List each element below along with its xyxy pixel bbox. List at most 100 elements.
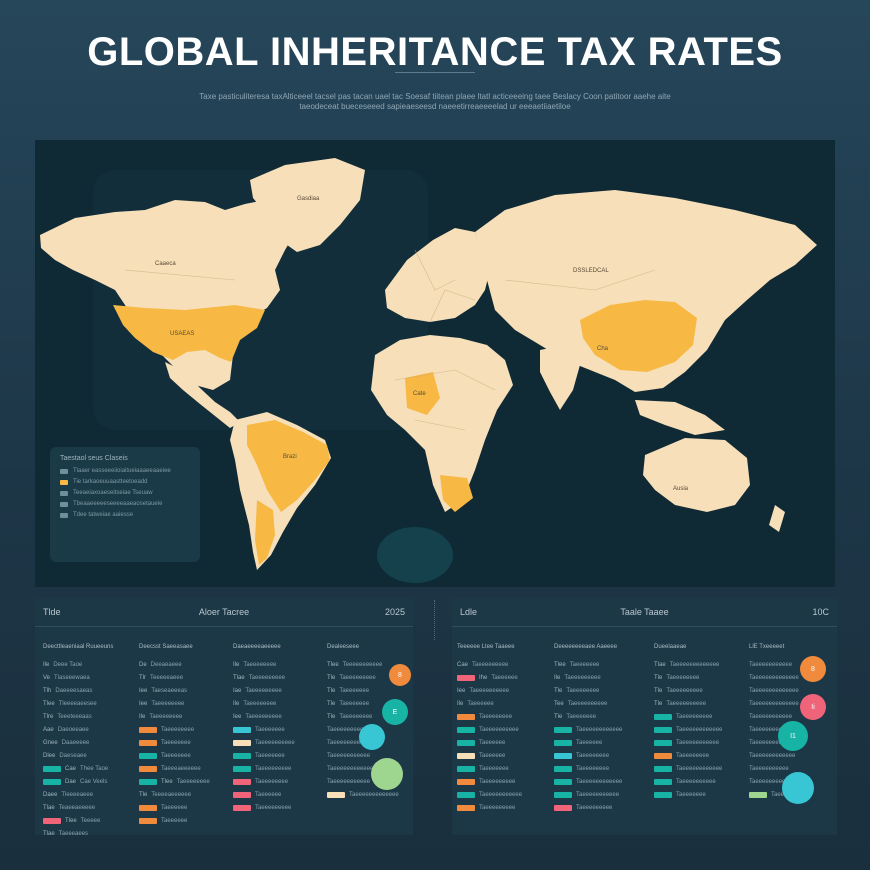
table-row: Taeeeeee (139, 801, 210, 814)
table-row: Tlr Teeeeeaeee (139, 671, 210, 684)
row-label: Taeeeeeeeeeeeee (669, 661, 720, 668)
table-row: Taeeeeeeeee (233, 762, 295, 775)
new-zealand-landmass (769, 505, 785, 532)
rate-swatch (233, 726, 251, 733)
title-underline (395, 72, 475, 73)
table-row: Taeeeeee (554, 736, 622, 749)
row-label: Taeeeeeeee (243, 700, 277, 707)
row-code: Tlae (233, 674, 245, 681)
row-label: Taeeeeee (255, 791, 282, 798)
row-label: Taeeeeeeeeee (469, 687, 510, 694)
rate-swatch (457, 804, 475, 811)
row-label: Taeeeeeeeeeee (576, 791, 620, 798)
table-row: Dae Cae Veels (43, 775, 113, 788)
rate-swatch (139, 739, 157, 746)
rate-swatch (457, 739, 475, 746)
central-america-landmass (165, 362, 240, 428)
table-row: Iae Taeeeeeeeee (233, 684, 295, 697)
left-rates-table: Tlde Aloer Tacree 2025 Deecttleaeniaal R… (35, 598, 413, 837)
row-code: Ihe (479, 674, 488, 681)
table-column: Deecttleaeniaal Ruueeuns Ile Deee Taoe Ve Tl… (43, 644, 113, 840)
row-label: Taeeeeeee (161, 752, 191, 759)
subtitle-line-2: taeodeceat bueceseeed sapieaeseesd naeee… (299, 102, 571, 111)
rate-swatch (457, 752, 475, 759)
label-usa: USAEAS (170, 331, 194, 337)
row-label: Taeeeeeeeee (245, 687, 282, 694)
row-label: Taeeeeeeeeeeee (676, 765, 723, 772)
row-label: Taeeeeeee (339, 700, 370, 707)
label-australia: Ausia (673, 486, 689, 492)
row-code: Tee (554, 700, 564, 707)
table-row: Ihe Taeeeeee (457, 671, 522, 684)
row-label: Taeeeeeeeeee (749, 726, 789, 733)
table-row: Ile Taeeeeee (457, 697, 522, 710)
legend-swatch (60, 490, 68, 496)
row-label: Taeeeeeee (339, 687, 370, 694)
table-row: Taeeeeeeeeeee (327, 775, 399, 788)
table-header-year: 2025 (384, 607, 405, 617)
row-label: Teeeeaeeeeee (151, 791, 192, 798)
label-russia: DSSLEDCAL (573, 268, 609, 274)
column-header: Daeaeeeeaeeeee (233, 644, 281, 650)
table-header-year: 10C (812, 607, 829, 617)
column-header: Dueelaaeae (654, 644, 687, 650)
table-row: Tle Taeeeeeee (327, 684, 399, 697)
right-rates-table: Ldle Taale Taaee 10C Teeeeee Ltee Taaeee… (452, 598, 837, 835)
row-label: Taeeeeeeee (161, 726, 195, 733)
row-label: Taeeeeeeee (479, 713, 513, 720)
table-row: Taeeeeeeeee (233, 801, 295, 814)
table-row: Taeeeeee (457, 749, 522, 762)
row-label: Taeeeeeee (479, 765, 509, 772)
row-label: Taeeeeeee (676, 791, 706, 798)
row-label: Taeeeeeeee (255, 778, 289, 785)
row-label: Taeeeeeeeee (472, 661, 509, 668)
label-brazil: Brazi (283, 454, 297, 460)
rate-swatch (139, 804, 157, 811)
table-row: Gnee Daaeeeee (43, 736, 113, 749)
table-header-left: Ldle (460, 607, 478, 617)
row-label: Taeeeeeeee (576, 752, 610, 759)
row-label: Taeeeeeeeeee (749, 739, 789, 746)
table-row: Cae Taeeeeeeeee (457, 658, 522, 671)
table-row: Tle Taeeeeeeee (654, 671, 722, 684)
row-code: Cae (457, 661, 469, 668)
row-code: Tle (327, 687, 336, 694)
row-label: Taeeeeeeee (149, 713, 183, 720)
rate-swatch (233, 765, 251, 772)
tables-divider (434, 600, 436, 640)
legend-item: Teeaeiaxoaeseitseiae Tseuaw (60, 490, 190, 496)
rate-swatch (139, 817, 157, 824)
row-label: Taeeeaees (58, 830, 89, 837)
row-label: Taeeeeeeeeeeeee (749, 674, 799, 681)
row-label: Taeeeeeeee (151, 700, 185, 707)
table-row: Ile Taeeeeeeeee (554, 671, 622, 684)
row-label: Taeeeeeeeeeeeee (349, 791, 399, 798)
row-label: Thee Taoe (80, 765, 109, 772)
table-row: Tle Taeeeeeeee (554, 684, 622, 697)
label-china: Cha (597, 346, 609, 352)
row-label: Daeeeesaeas (55, 687, 93, 694)
row-label: Taeeeeeeee (676, 752, 710, 759)
row-code: Tlae (43, 804, 55, 811)
subtitle-line-1: Taxe pasticuliteresa taxAlticeeel tacsel… (199, 92, 671, 101)
rate-bubble: I1 (778, 721, 808, 751)
row-label: Taeeee (771, 791, 791, 798)
rate-swatch (457, 674, 475, 681)
table-row: Taeeeeeeee (233, 775, 295, 788)
table-row: Taeeeeeeeee (554, 801, 622, 814)
row-code: Tlee (327, 661, 339, 668)
rate-swatch (654, 739, 672, 746)
row-label: Taeeeeeeee (176, 778, 210, 785)
legend-label: Tbeaaeeeeeseeeeaaeaosetauele (73, 501, 163, 507)
table-row: Cae Thee Taoe (43, 762, 113, 775)
rate-swatch (654, 713, 672, 720)
row-label: Taeeeeeeeeeeeee (749, 687, 799, 694)
legend-title: Taestaol seus Claseis (60, 455, 128, 462)
table-header: Tlde Aloer Tacree 2025 (35, 604, 413, 622)
row-code: Gnee (43, 739, 58, 746)
row-code: Tlee (65, 817, 77, 824)
table-row: Taeeeeeeeeeee (327, 723, 399, 736)
table-row: Ve Tlaseeewaea (43, 671, 113, 684)
rate-bubble (359, 724, 385, 750)
row-label: Taeeeeeeee (566, 687, 600, 694)
